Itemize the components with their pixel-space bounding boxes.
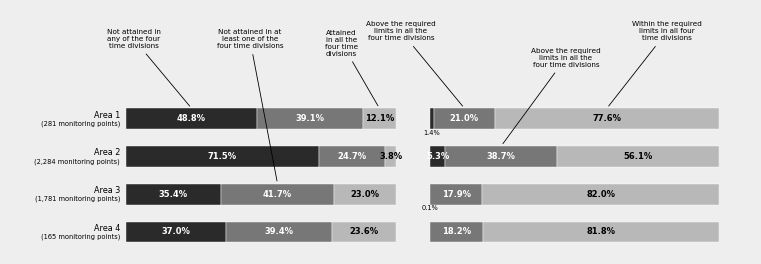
Bar [126,184,221,205]
Bar [386,146,396,167]
Text: (165 monitoring points): (165 monitoring points) [41,234,120,240]
Text: 17.9%: 17.9% [441,190,470,199]
Bar [221,184,334,205]
Text: 12.1%: 12.1% [365,114,394,123]
Text: 3.8%: 3.8% [379,152,402,161]
Bar [334,184,396,205]
Text: Area 1: Area 1 [94,111,120,120]
Text: 23.6%: 23.6% [349,228,378,237]
Text: (2,284 monitoring points): (2,284 monitoring points) [34,158,120,165]
Bar [257,109,363,129]
Bar [430,221,482,242]
Text: 24.7%: 24.7% [338,152,367,161]
Text: 48.8%: 48.8% [177,114,206,123]
Bar [126,146,319,167]
Bar [482,221,719,242]
Text: 1.4%: 1.4% [424,130,441,136]
Text: 41.7%: 41.7% [263,190,292,199]
Bar [319,146,386,167]
Bar [445,146,557,167]
Text: Area 3: Area 3 [94,186,120,195]
Bar [126,109,257,129]
Text: 5.3%: 5.3% [426,152,449,161]
Text: 39.4%: 39.4% [264,228,293,237]
Text: 71.5%: 71.5% [208,152,237,161]
Text: Attained
in all the
four time
divisions: Attained in all the four time divisions [325,30,378,106]
Text: 23.0%: 23.0% [350,190,380,199]
Bar [126,221,225,242]
Text: Not attained in
any of the four
time divisions: Not attained in any of the four time div… [107,29,189,106]
Text: 0.1%: 0.1% [422,205,438,211]
Bar [430,146,445,167]
Bar [363,109,396,129]
Bar [430,109,434,129]
Text: Area 2: Area 2 [94,148,120,157]
Bar [557,146,719,167]
Text: Above the required
limits in all the
four time divisions: Above the required limits in all the fou… [366,21,463,106]
Text: (1,781 monitoring points): (1,781 monitoring points) [35,196,120,202]
Bar [495,109,719,129]
Text: 82.0%: 82.0% [586,190,615,199]
Text: 39.1%: 39.1% [296,114,325,123]
Bar [434,109,495,129]
Text: 35.4%: 35.4% [159,190,188,199]
Text: 21.0%: 21.0% [450,114,479,123]
Text: 56.1%: 56.1% [624,152,653,161]
Text: 18.2%: 18.2% [441,228,471,237]
Text: 37.0%: 37.0% [161,228,190,237]
Text: Area 4: Area 4 [94,224,120,233]
Text: Not attained in at
least one of the
four time divisions: Not attained in at least one of the four… [217,29,283,181]
Text: 38.7%: 38.7% [487,152,516,161]
Bar [482,184,719,205]
Text: 81.8%: 81.8% [587,228,616,237]
Bar [430,184,482,205]
Text: Within the required
limits in all four
time divisions: Within the required limits in all four t… [609,21,702,106]
Text: Above the required
limits in all the
four time divisions: Above the required limits in all the fou… [503,48,600,144]
Bar [332,221,396,242]
Bar [225,221,332,242]
Text: (281 monitoring points): (281 monitoring points) [41,120,120,127]
Text: 77.6%: 77.6% [593,114,622,123]
